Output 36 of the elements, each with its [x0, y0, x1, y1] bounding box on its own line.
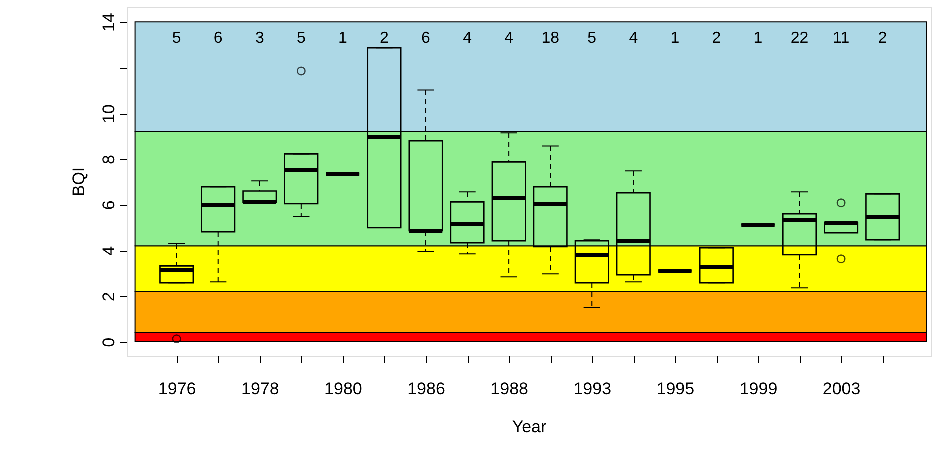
annotation: 5 [296, 30, 306, 47]
x-tick-label: 1999 [740, 380, 778, 398]
annotation: 2 [380, 30, 390, 47]
y-tick-label: 6 [100, 200, 118, 210]
y-tick-label: 10 [100, 104, 118, 124]
annotation: 5 [588, 30, 597, 47]
annotation: 6 [214, 30, 223, 47]
annotation: 22 [790, 30, 809, 47]
annotation: 4 [463, 30, 472, 47]
y-tick-label: 8 [100, 154, 118, 164]
annotation: 11 [832, 30, 850, 47]
x-tick-label: 1995 [656, 380, 695, 398]
annotation: 2 [878, 30, 888, 47]
x-tick-label: 2003 [822, 380, 861, 398]
annotation: 5 [172, 30, 182, 47]
x-tick-label: 1986 [408, 380, 446, 398]
annotation: 18 [542, 30, 560, 47]
x-tick-label: 1980 [324, 380, 362, 398]
x-axis-title: Year [512, 418, 548, 436]
annotation: 2 [712, 30, 722, 47]
y-tick-label: 4 [100, 246, 118, 256]
y-axis-title: BQI [70, 167, 88, 197]
x-tick-label: 1978 [241, 380, 280, 398]
annotation: 6 [422, 30, 431, 47]
y-tick-label: 14 [100, 13, 118, 32]
x-tick-label: 1988 [490, 380, 528, 398]
annotation: 4 [629, 30, 638, 47]
y-tick-label: 2 [100, 292, 118, 302]
annotation: 4 [504, 30, 514, 47]
x-tick-label: 1993 [574, 380, 612, 398]
y-tick-label: 0 [100, 338, 118, 348]
x-tick-label: 1976 [158, 380, 196, 398]
annotation: 1 [754, 30, 763, 47]
annotation: 3 [255, 30, 264, 47]
annotation: 1 [338, 30, 348, 47]
annotation: 1 [670, 30, 680, 47]
